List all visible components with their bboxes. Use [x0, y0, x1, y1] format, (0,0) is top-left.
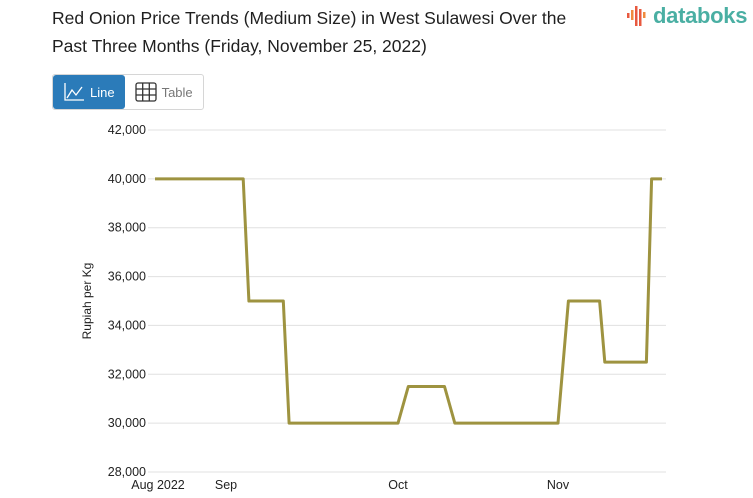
y-tick-label: 38,000: [108, 221, 146, 235]
view-toggle: Line Table: [52, 74, 204, 110]
logo-bars-icon: [627, 6, 646, 26]
y-tick-label: 36,000: [108, 270, 146, 284]
line-view-label: Line: [90, 84, 115, 100]
logo-text: databoks: [653, 3, 748, 28]
y-tick-label: 42,000: [108, 123, 146, 137]
y-tick-label: 32,000: [108, 367, 146, 381]
y-tick-label: 40,000: [108, 172, 146, 186]
x-tick-label: Nov: [547, 478, 570, 492]
databoks-logo: databoks: [626, 3, 747, 29]
y-tick-label: 30,000: [108, 416, 146, 430]
x-tick-label: Aug 2022: [131, 478, 185, 492]
chart-title: Red Onion Price Trends (Medium Size) in …: [52, 8, 567, 56]
table-grid-icon: [134, 82, 157, 102]
y-axis-label: Rupiah per Kg: [80, 263, 94, 340]
table-view-label: Table: [161, 84, 193, 100]
price-series-line: [155, 177, 662, 425]
y-tick-label: 34,000: [108, 318, 146, 332]
line-view-button[interactable]: Line: [53, 75, 125, 109]
x-tick-label: Oct: [388, 478, 408, 492]
line-chart-icon: [64, 83, 84, 101]
x-tick-label: Sep: [215, 478, 237, 492]
table-view-button[interactable]: Table: [125, 75, 203, 109]
y-tick-label: 28,000: [108, 465, 146, 479]
